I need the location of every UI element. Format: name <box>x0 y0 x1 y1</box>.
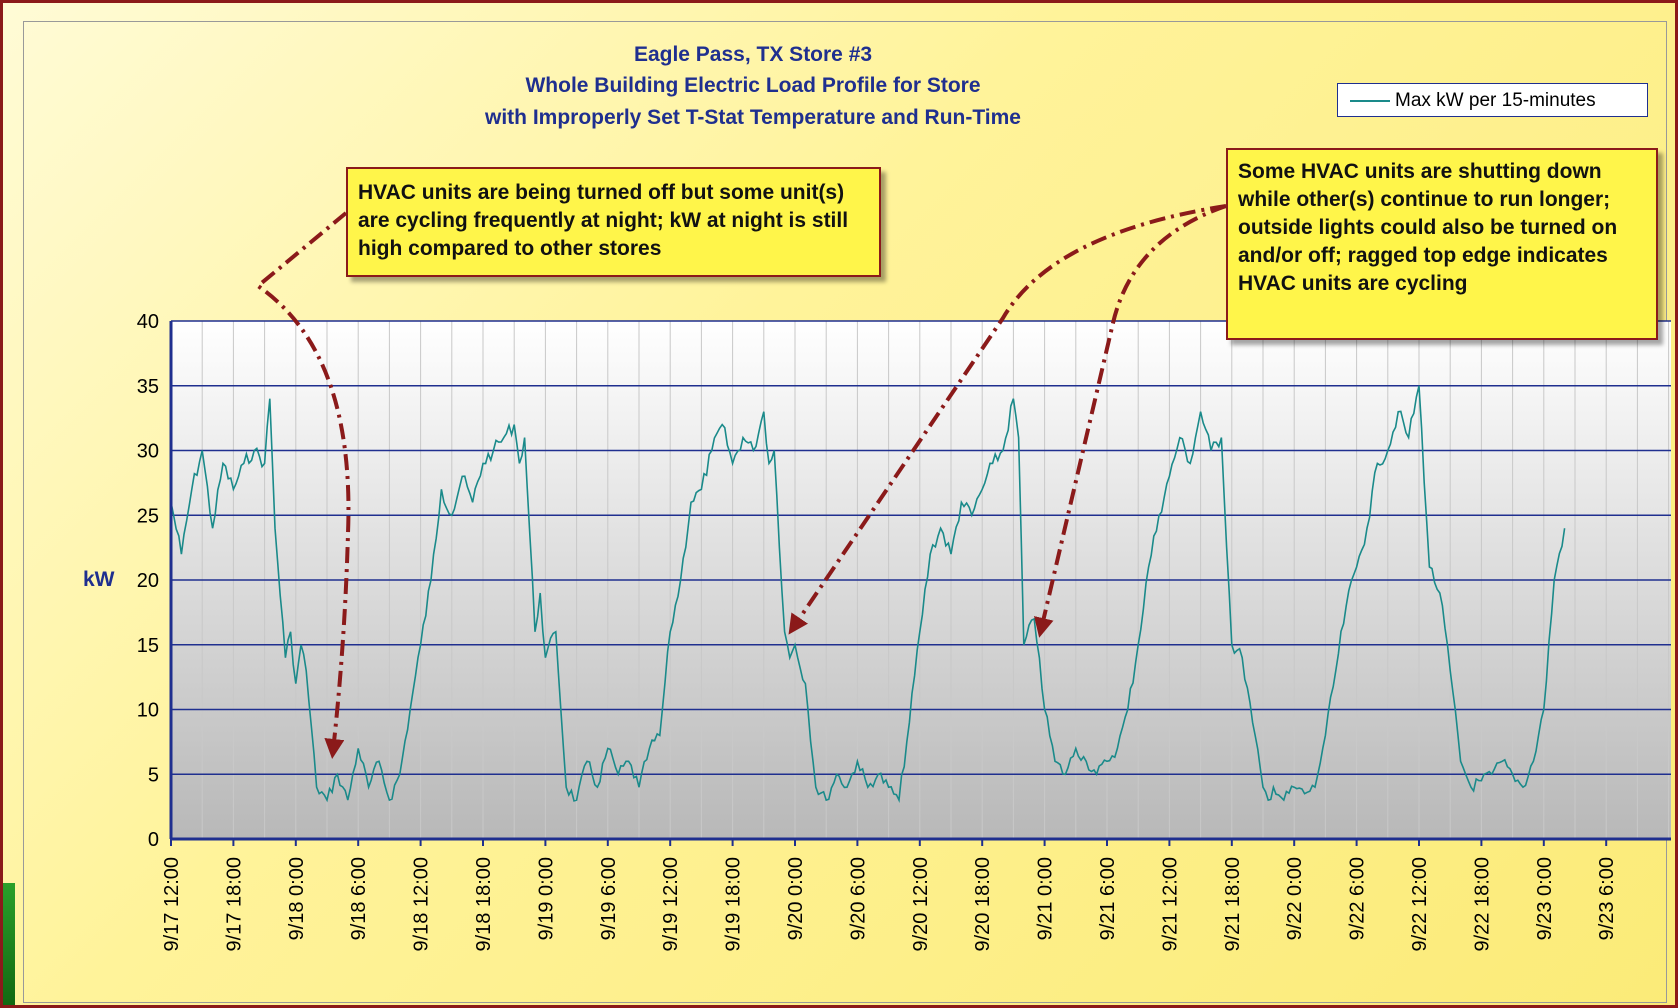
y-axis-label: kW <box>83 568 115 591</box>
x-tick-label: 9/18 12:00 <box>411 857 433 952</box>
annotation-arrow-1 <box>254 211 351 759</box>
x-tick-label: 9/20 18:00 <box>972 857 994 952</box>
x-tick-label: 9/21 12:00 <box>1159 857 1181 952</box>
series-line-max-kw <box>170 385 1566 803</box>
x-tick-label: 9/19 18:00 <box>723 857 745 952</box>
y-tick-label: 5 <box>148 764 159 786</box>
x-tick-label: 9/17 18:00 <box>223 857 245 952</box>
y-tick-labels: 0 5 10 15 20 25 30 35 40 <box>137 311 159 851</box>
legend: Max kW per 15-minutes <box>1337 83 1648 117</box>
chart-title-line-2: Whole Building Electric Load Profile for… <box>525 74 981 97</box>
legend-series-swatch <box>1350 100 1390 102</box>
x-tick-label: 9/22 0:00 <box>1284 857 1306 940</box>
y-tick-label: 30 <box>137 441 159 463</box>
x-tick-label: 9/19 0:00 <box>535 857 557 940</box>
x-tick-label: 9/21 6:00 <box>1097 857 1119 940</box>
y-tick-label: 10 <box>137 700 159 722</box>
x-tick-label: 9/20 6:00 <box>847 857 869 940</box>
annotation-box-hvac-shutdown: Some HVAC units are shutting down while … <box>1226 148 1658 340</box>
annotation-box-night-cycling: HVAC units are being turned off but some… <box>346 167 881 277</box>
x-tick-label: 9/20 12:00 <box>910 857 932 952</box>
annotation-arrow-2b <box>1034 204 1227 638</box>
x-tick-label: 9/20 0:00 <box>785 857 807 940</box>
y-tick-label: 20 <box>137 570 159 592</box>
x-tick-label: 9/21 18:00 <box>1222 857 1244 952</box>
x-tick-label: 9/18 18:00 <box>473 857 495 952</box>
x-tick-label: 9/23 0:00 <box>1534 857 1556 940</box>
legend-series-label: Max kW per 15-minutes <box>1395 90 1596 111</box>
x-tick-label: 9/17 12:00 <box>161 857 183 952</box>
y-tick-label: 0 <box>148 829 159 851</box>
x-tick-label: 9/21 0:00 <box>1035 857 1057 940</box>
x-tick-label: 9/18 0:00 <box>286 857 308 940</box>
y-tick-label: 25 <box>137 505 159 527</box>
x-tick-label: 9/23 6:00 <box>1596 857 1618 940</box>
x-tick-label: 9/22 18:00 <box>1471 857 1493 952</box>
x-tick-label: 9/19 6:00 <box>598 857 620 940</box>
y-tick-label: 15 <box>137 635 159 657</box>
annotation-arrow-2a <box>788 204 1227 635</box>
accent-strip <box>3 883 15 1005</box>
x-tick-labels: 9/17 12:00 9/17 18:00 9/18 0:00 9/18 6:00 9/… <box>161 839 1618 952</box>
y-tick-label: 35 <box>137 376 159 398</box>
x-tick-label: 9/22 6:00 <box>1347 857 1369 940</box>
chart-title-line-1: Eagle Pass, TX Store #3 <box>633 43 873 66</box>
x-tick-label: 9/19 12:00 <box>660 857 682 952</box>
chart-title-line-3: with Improperly Set T-Stat Temperature a… <box>485 106 1021 129</box>
y-tick-label: 40 <box>137 311 159 333</box>
x-tick-label: 9/22 12:00 <box>1409 857 1431 952</box>
x-tick-label: 9/18 6:00 <box>348 857 370 940</box>
